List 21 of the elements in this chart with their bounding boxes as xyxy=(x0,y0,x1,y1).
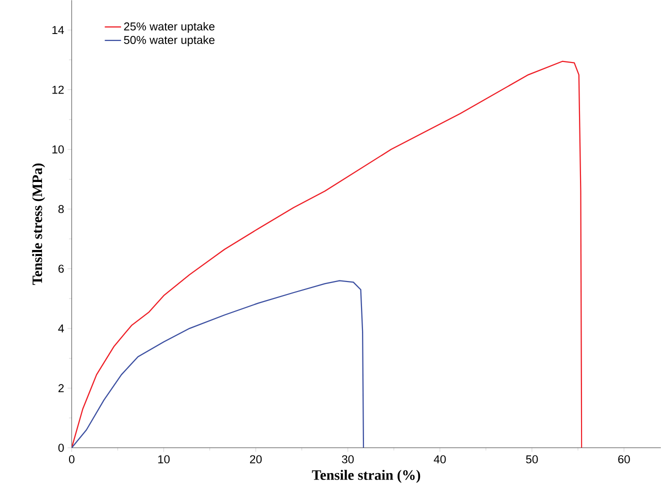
y-tick-label: 12 xyxy=(52,86,64,94)
x-tick-label: 30 xyxy=(342,455,354,464)
y-tick-label: 0 xyxy=(58,444,64,452)
x-tick-label: 20 xyxy=(250,455,262,464)
y-tick-label: 2 xyxy=(58,384,64,392)
y-tick-label: 6 xyxy=(58,264,64,273)
legend-label: 50% water uptake xyxy=(124,36,214,46)
x-tick-label: 60 xyxy=(618,455,630,464)
x-tick-label: 40 xyxy=(434,455,446,464)
y-tick-label: 14 xyxy=(52,26,64,34)
y-tick-label: 10 xyxy=(52,146,64,154)
x-tick-label: 10 xyxy=(158,455,170,464)
legend-label: 25% water uptake xyxy=(124,22,214,33)
x-axis-title: Tensile strain (%) xyxy=(312,470,420,484)
y-tick-label: 4 xyxy=(58,324,64,333)
line-series xyxy=(72,60,582,448)
line-series xyxy=(72,280,364,448)
x-tick-label: 0 xyxy=(68,455,74,464)
x-tick-label: 50 xyxy=(526,455,538,464)
y-axis-title: Tensile stress (MPa) xyxy=(32,164,46,286)
y-tick-label: 8 xyxy=(58,205,64,214)
